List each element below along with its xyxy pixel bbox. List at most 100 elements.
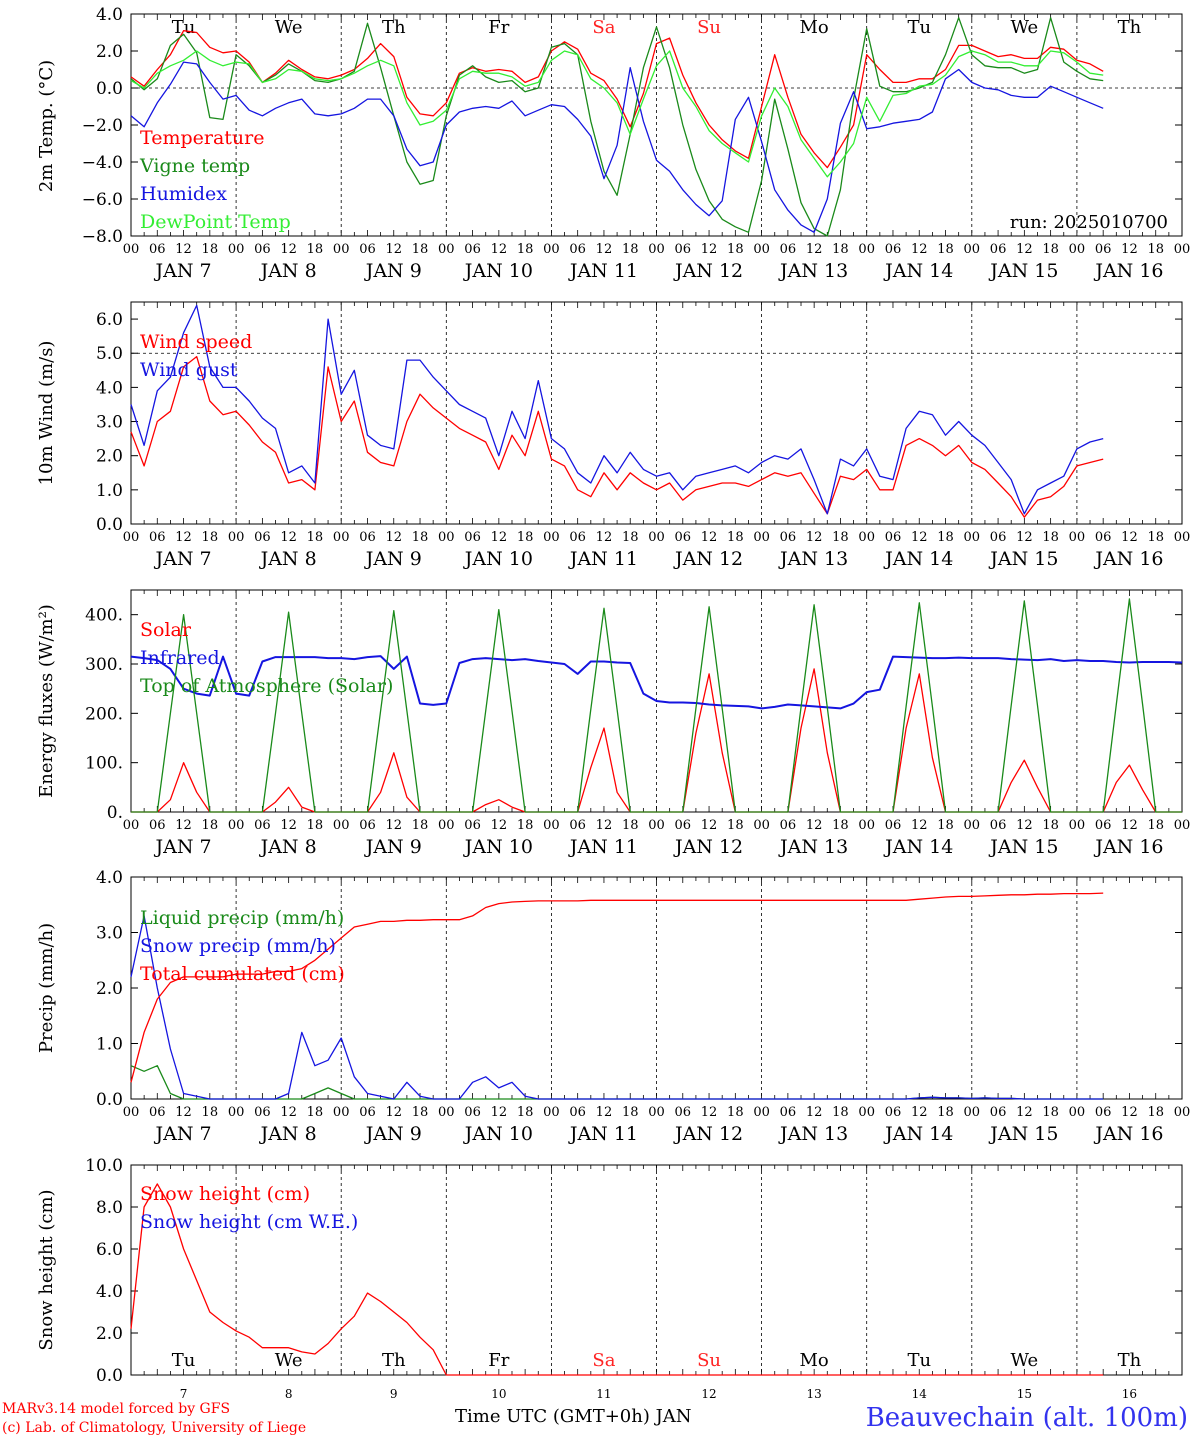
hour-tick-label: 00 [1174,242,1191,257]
hour-tick-label: 18 [307,530,324,545]
hour-tick-label: 00 [964,530,981,545]
hour-tick-label: 18 [622,530,639,545]
hour-tick-label: 12 [1121,242,1138,257]
hour-tick-label: 12 [491,530,508,545]
y-tick-label: 1.0 [96,1035,123,1055]
y-tick-label: 100. [85,754,123,774]
weekday-label: Th [382,17,406,38]
day-label: JAN 9 [364,260,422,282]
day-label: JAN 16 [1093,260,1163,282]
hour-tick-label: 06 [675,818,692,833]
series-line-infrared [130,655,1183,710]
hour-tick-label: 12 [1016,530,1033,545]
weekday-label: We [275,1350,303,1371]
weekday-label: We [1011,1350,1039,1371]
hour-tick-label: 12 [806,1105,823,1120]
day-label: JAN 11 [568,260,638,282]
weekday-label: Su [697,1350,721,1371]
day-label: JAN 13 [778,836,848,858]
hour-tick-label: 00 [333,242,350,257]
hour-tick-label: 06 [675,530,692,545]
weekday-label: Tu [172,17,196,38]
day-label: JAN 15 [988,1123,1058,1145]
time-axis-label: Time UTC (GMT+0h) JAN [455,1406,692,1427]
hour-tick-label: 00 [228,530,245,545]
hour-tick-label: 12 [1016,1105,1033,1120]
hour-tick-label: 18 [1042,242,1059,257]
y-axis-label: 2m Temp. (°C) [36,60,57,192]
hour-tick-label: 06 [359,818,376,833]
hour-tick-label: 12 [596,1105,613,1120]
y-tick-label: −4.0 [82,153,123,173]
hour-tick-label: 00 [1069,818,1086,833]
legend-entry: Snow height (cm) [140,1183,310,1205]
hour-tick-label: 18 [202,818,219,833]
hour-tick-label: 00 [123,242,140,257]
hour-tick-label: 18 [1147,1105,1164,1120]
y-tick-label: −8.0 [82,227,123,247]
hour-tick-label: 06 [149,818,166,833]
day-label: JAN 8 [259,836,317,858]
hour-tick-label: 12 [175,530,192,545]
hour-tick-label: 00 [964,818,981,833]
weekday-label: Sa [592,17,615,38]
hour-tick-label: 12 [1016,242,1033,257]
series-line-snow-precip-mm-h [130,915,1104,1100]
day-label: JAN 16 [1093,1123,1163,1145]
day-label: JAN 15 [988,548,1058,570]
series-line-wind-speed [130,355,1104,518]
hour-tick-label: 00 [858,242,875,257]
hour-tick-label: 00 [964,1105,981,1120]
hour-tick-label: 00 [543,242,560,257]
hour-tick-label: 12 [701,1105,718,1120]
weekday-label: Tu [907,1350,931,1371]
hour-tick-label: 06 [780,530,797,545]
hour-tick-label: 06 [1095,1105,1112,1120]
y-tick-label: 4.0 [96,868,123,888]
hour-tick-label: 12 [280,242,297,257]
day-label: JAN 12 [673,260,743,282]
day-label: JAN 7 [154,548,212,570]
weekday-label: Th [382,1350,406,1371]
legend-entry: Total cumulated (cm) [140,963,345,985]
hour-tick-label: 06 [780,242,797,257]
hour-tick-label: 18 [517,530,534,545]
hour-tick-label: 18 [622,818,639,833]
hour-tick-label: 00 [228,1105,245,1120]
y-tick-label: 4.0 [96,5,123,25]
day-label: JAN 11 [568,548,638,570]
hour-tick-label: 06 [359,1105,376,1120]
weekday-label: Mo [800,1350,829,1371]
hour-tick-label: 06 [359,242,376,257]
hour-tick-label: 12 [701,242,718,257]
chart-panel-1: 4.0 2.0 0.0 −2.0 −4.0 −6.0 −8.0 2m Temp. (°C) 00… [36,5,1190,282]
y-tick-label: 10.0 [85,1156,123,1176]
weekday-label: Tu [172,1350,196,1371]
model-credit-text: MARv3.14 model forced by GFS [2,1401,231,1417]
hour-tick-label: 18 [727,242,744,257]
hour-tick-label: 12 [280,1105,297,1120]
legend-entry: Vigne temp [139,155,250,177]
legend-entry: Top of Atmosphere (Solar) [140,675,393,697]
hour-tick-label: 00 [123,818,140,833]
hour-tick-label: 06 [569,242,586,257]
hour-tick-label: 18 [517,1105,534,1120]
y-tick-label: 1.0 [96,481,123,501]
y-tick-label: 400. [85,606,123,626]
day-number-label: 8 [285,1387,293,1400]
hour-tick-label: 12 [280,530,297,545]
series-line-dewpoint-temp [130,50,1104,178]
y-tick-label: 2.0 [96,42,123,62]
series-line-top-of-atmosphere-solar [131,598,1182,813]
y-axis-label: Snow height (cm) [36,1189,57,1350]
hour-tick-label: 12 [911,818,928,833]
legend-entry: Wind speed [140,331,252,353]
hour-tick-label: 06 [885,1105,902,1120]
hour-tick-label: 06 [254,530,271,545]
hour-tick-label: 00 [438,818,455,833]
hour-tick-label: 12 [491,818,508,833]
hour-tick-label: 00 [1174,530,1191,545]
legend-entry: Wind gust [140,359,238,381]
series-line-wind-gust [130,304,1104,515]
y-tick-label: 0.0 [96,515,123,535]
